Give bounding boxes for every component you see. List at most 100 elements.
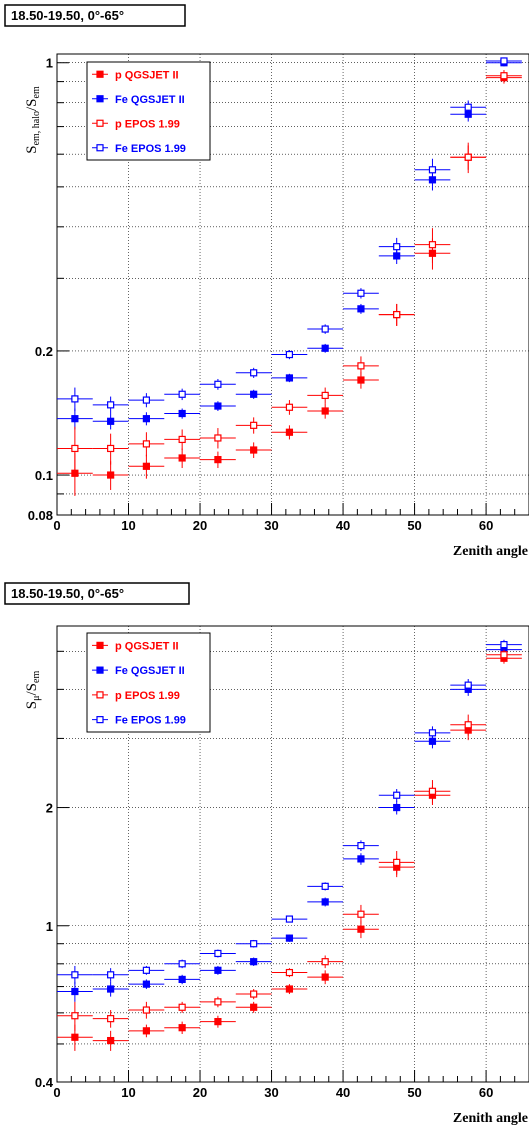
data-point xyxy=(285,428,294,436)
data-point xyxy=(500,651,508,659)
data-point xyxy=(142,462,150,470)
series-fe-epos-1-99 xyxy=(57,639,522,985)
legend-marker xyxy=(96,95,104,103)
data-point xyxy=(142,966,150,974)
data-point xyxy=(107,444,115,453)
y-tick-label: 0.08 xyxy=(28,508,53,523)
x-tick-label: 30 xyxy=(264,518,278,533)
data-point xyxy=(214,380,222,388)
data-point xyxy=(321,344,329,352)
data-point xyxy=(178,1003,186,1011)
data-point xyxy=(428,166,437,174)
data-point xyxy=(107,1036,115,1045)
x-axis-title: Zenith angle xyxy=(453,544,528,559)
data-point xyxy=(500,72,508,80)
data-point xyxy=(71,971,79,979)
panel-label: 18.50-19.50, 0°-65° xyxy=(11,8,124,23)
legend: p QGSJET II Fe QGSJET II p EPOS 1.99 Fe EPO… xyxy=(86,61,211,161)
x-tick-label: 30 xyxy=(264,1085,278,1100)
data-point xyxy=(107,471,115,479)
x-tick-label: 50 xyxy=(407,518,421,533)
halo-ratio-panel: 18.50-19.50, 0°-65° 0 10 20 30 40 50 60 0.08 0.1 0… xyxy=(4,4,529,559)
panel-label-box xyxy=(4,4,186,27)
x-tick-label: 20 xyxy=(193,518,207,533)
data-point xyxy=(250,369,258,377)
data-point xyxy=(464,103,472,111)
legend-marker xyxy=(96,70,104,78)
data-point xyxy=(428,787,437,795)
data-point xyxy=(107,417,115,425)
muon-ratio-panel: 18.50-19.50, 0°-65° 0 10 20 30 40 50 60 0.4 1 2 Zen… xyxy=(4,582,529,1126)
x-tick-label: 10 xyxy=(121,1085,135,1100)
y-tick-label: 0.4 xyxy=(35,1075,54,1090)
data-point xyxy=(357,362,365,370)
data-point xyxy=(464,153,472,161)
data-point xyxy=(178,454,186,462)
data-point xyxy=(71,1012,79,1020)
x-tick-label: 40 xyxy=(336,1085,350,1100)
data-point xyxy=(250,446,258,454)
data-point xyxy=(107,985,115,993)
legend-marker xyxy=(96,144,104,152)
x-tick-label: 60 xyxy=(479,1085,493,1100)
data-point xyxy=(250,1003,258,1011)
data-point xyxy=(107,971,115,979)
data-point xyxy=(357,842,365,850)
legend-entry: p EPOS 1.99 xyxy=(115,690,180,702)
x-tick-label: 20 xyxy=(193,1085,207,1100)
data-point xyxy=(500,57,508,65)
x-tick-label: 60 xyxy=(479,518,493,533)
y-tick-label: 1 xyxy=(46,919,53,934)
legend-entry: p QGSJET II xyxy=(115,69,179,81)
y-tick-label: 0.1 xyxy=(35,468,53,483)
data-point xyxy=(357,305,365,313)
data-point xyxy=(285,915,294,923)
plot-frame xyxy=(56,625,529,1083)
data-point xyxy=(250,990,258,998)
legend-marker xyxy=(96,691,104,699)
data-point xyxy=(393,858,401,866)
legend-entry: Fe EPOS 1.99 xyxy=(115,715,186,727)
data-point xyxy=(250,940,258,948)
legend-marker xyxy=(96,716,104,724)
legend-marker xyxy=(96,641,104,649)
data-point xyxy=(321,391,329,400)
x-tick-label: 10 xyxy=(121,518,135,533)
y-axis-title: Sem, halo/Sem xyxy=(24,86,42,154)
data-point xyxy=(393,791,401,799)
data-point xyxy=(428,729,437,737)
data-point xyxy=(142,440,150,448)
data-point xyxy=(178,390,186,398)
data-point xyxy=(321,973,329,981)
data-point xyxy=(142,396,150,404)
x-tick-label: 50 xyxy=(407,1085,421,1100)
legend: p QGSJET II Fe QGSJET II p EPOS 1.99 Fe EPO… xyxy=(86,632,211,733)
data-point xyxy=(393,310,401,319)
data-point xyxy=(285,403,294,411)
data-point xyxy=(71,987,79,996)
legend-box xyxy=(86,61,211,161)
data-point xyxy=(71,395,79,403)
series-fe-qgsjet-ii xyxy=(57,644,522,1002)
data-point xyxy=(214,402,222,410)
data-point xyxy=(214,949,222,958)
legend-entry: Fe QGSJET II xyxy=(115,665,185,677)
data-point xyxy=(285,968,294,977)
panel-label: 18.50-19.50, 0°-65° xyxy=(11,586,124,601)
data-point xyxy=(321,325,329,333)
x-tick-label: 0 xyxy=(53,518,60,533)
y-tick-label: 1 xyxy=(46,56,53,71)
legend-entry: p EPOS 1.99 xyxy=(115,118,180,130)
panel-label-box xyxy=(4,582,190,605)
data-point xyxy=(357,910,365,918)
data-point xyxy=(357,855,365,863)
legend-entry: p QGSJET II xyxy=(115,640,179,652)
data-point xyxy=(285,374,294,382)
legend-marker xyxy=(96,119,104,127)
data-point xyxy=(285,985,294,993)
y-tick-label: 2 xyxy=(46,801,53,816)
x-axis-title: Zenith angle xyxy=(453,1111,528,1126)
data-point xyxy=(250,421,258,429)
data-point xyxy=(107,401,115,409)
